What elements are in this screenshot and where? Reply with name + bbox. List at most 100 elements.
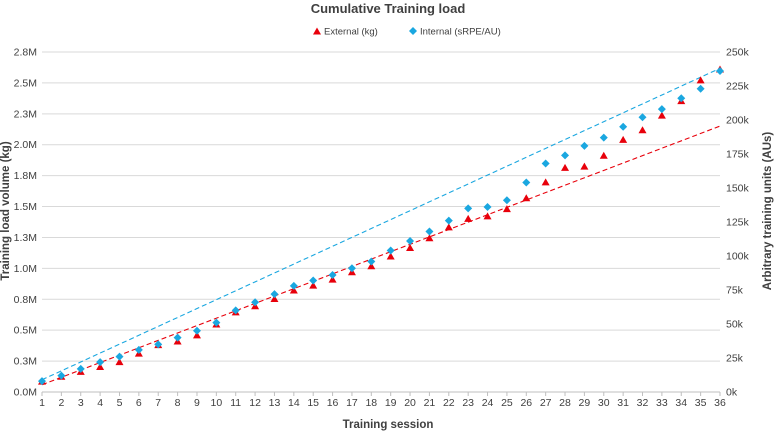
data-point <box>270 290 279 299</box>
x-tick-label: 8 <box>175 397 181 409</box>
y2-tick-label: 150k <box>726 183 750 195</box>
y2-tick-label: 75k <box>726 285 744 297</box>
y-tick-label: 0.3M <box>14 356 37 368</box>
trendlines <box>41 67 721 386</box>
x-tick-label: 2 <box>58 397 64 409</box>
x-tick-label: 11 <box>230 397 241 409</box>
gridlines <box>42 51 720 393</box>
y2-tick-label: 250k <box>726 47 750 59</box>
y2-tick-label: 175k <box>726 149 750 161</box>
x-tick-label: 30 <box>598 397 610 409</box>
data-point <box>619 135 628 143</box>
x-tick-label: 32 <box>637 397 649 409</box>
x-tick-label: 34 <box>675 397 687 409</box>
x-tick-label: 22 <box>443 397 455 409</box>
x-axis-title: Training session <box>343 419 434 431</box>
y2-tick-label: 25k <box>726 353 744 365</box>
x-tick-label: 13 <box>269 397 281 409</box>
x-tick-label: 7 <box>155 397 161 409</box>
data-point <box>96 363 105 370</box>
y2-tick-label: 100k <box>726 251 750 263</box>
data-point <box>309 276 318 285</box>
x-tick-label: 10 <box>210 397 222 409</box>
data-point <box>444 223 453 231</box>
data-point <box>231 306 240 315</box>
data-point <box>38 377 46 386</box>
data-point <box>328 275 337 283</box>
data-point <box>328 271 337 280</box>
x-tick-label: 14 <box>288 397 300 409</box>
y2-tick-label: 200k <box>726 115 750 127</box>
x-tick-label: 9 <box>194 397 200 409</box>
x-tick-label: 18 <box>365 397 377 409</box>
y-tick-label: 1.8M <box>14 170 37 182</box>
x-tick-label: 26 <box>520 397 532 409</box>
trendline <box>41 67 721 381</box>
data-point <box>251 298 260 307</box>
y2-tick-label: 0k <box>726 387 738 399</box>
x-tick-label: 25 <box>501 397 513 409</box>
data-point <box>522 194 531 202</box>
y-tick-label: 2.3M <box>14 108 37 120</box>
data-point <box>522 178 531 187</box>
data-point <box>425 227 434 236</box>
data-point <box>483 203 492 212</box>
legend: External (kg) Internal (sRPE/AU) <box>313 27 501 38</box>
x-tick-label: 36 <box>714 397 726 409</box>
x-tick-label: 23 <box>462 397 474 409</box>
data-point <box>696 84 705 93</box>
data-point <box>76 364 85 373</box>
data-point <box>444 216 453 225</box>
data-point <box>406 237 415 246</box>
data-point <box>115 352 124 361</box>
data-point <box>367 257 376 266</box>
data-point <box>134 345 143 354</box>
y-tick-label: 1.5M <box>14 201 37 213</box>
data-points <box>38 65 724 386</box>
data-point <box>173 333 182 342</box>
data-point <box>638 113 647 122</box>
data-point <box>502 205 511 213</box>
data-point <box>677 94 686 103</box>
x-tick-label: 24 <box>482 397 494 409</box>
data-point <box>483 212 492 220</box>
y2-tick-label: 225k <box>726 81 750 93</box>
x-tick-label: 16 <box>327 397 339 409</box>
data-point <box>561 163 570 171</box>
legend-label: Internal (sRPE/AU) <box>420 27 501 38</box>
x-tick-label: 1 <box>39 397 45 409</box>
data-point <box>192 326 201 335</box>
y-axis-title: Training load volume (kg) <box>0 141 12 280</box>
data-point <box>541 178 550 186</box>
data-point <box>347 264 356 273</box>
data-point <box>541 159 550 168</box>
data-point <box>96 358 105 367</box>
data-point <box>561 151 570 160</box>
y2-axis-title: Arbitrary training units (AUs) <box>762 132 774 291</box>
x-tick-label: 35 <box>695 397 707 409</box>
data-point <box>406 244 415 251</box>
y2-tick-label: 125k <box>726 217 750 229</box>
trendline <box>41 125 721 386</box>
data-point <box>154 340 163 349</box>
x-tick-label: 21 <box>424 397 436 409</box>
data-point <box>580 162 589 170</box>
x-tick-label: 15 <box>307 397 319 409</box>
x-tick-label: 31 <box>617 397 629 409</box>
data-point <box>657 105 666 114</box>
data-point <box>192 331 201 339</box>
data-point <box>464 214 473 222</box>
data-point <box>657 111 666 119</box>
y-tick-label: 1.3M <box>14 232 37 244</box>
x-tick-label: 33 <box>656 397 668 409</box>
x-tick-label: 4 <box>97 397 103 409</box>
x-tick-label: 19 <box>385 397 397 409</box>
y-tick-label: 0.5M <box>14 325 37 337</box>
x-tick-label: 5 <box>117 397 123 409</box>
axes: 0.0M 0.3M 0.5M 0.8M 1.0M 1.3M 1.5M 1.8M 2.0M 2.3M… <box>14 47 750 410</box>
x-tick-label: 29 <box>579 397 591 409</box>
data-point <box>289 281 298 290</box>
data-point <box>386 252 395 260</box>
